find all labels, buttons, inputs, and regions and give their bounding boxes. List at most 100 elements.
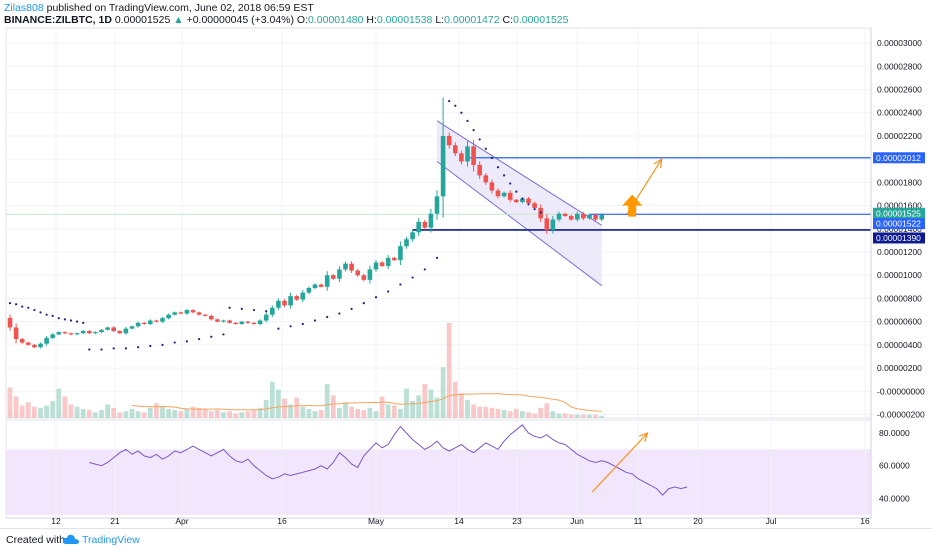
x-tick-label: Apr	[175, 516, 188, 526]
volume-bar	[141, 412, 147, 418]
sar-dot	[350, 307, 353, 310]
sar-dot	[472, 129, 475, 132]
candle	[202, 313, 208, 317]
volume-bar	[556, 413, 562, 418]
volume-bar	[532, 413, 537, 418]
main-pane[interactable]	[5, 27, 872, 419]
x-tick-label: 20	[693, 516, 703, 526]
volume-bar	[477, 406, 483, 418]
candle	[599, 213, 604, 222]
volume-bar	[440, 367, 446, 418]
sar-dot	[362, 301, 365, 305]
candle	[373, 260, 379, 272]
candle-body	[495, 190, 501, 197]
candle	[593, 213, 598, 222]
candle-body	[123, 328, 129, 334]
volume-bar	[294, 397, 300, 418]
rsi-tick-label: 40.0000	[879, 493, 910, 503]
volume-bar	[32, 406, 37, 418]
candle-body	[312, 284, 318, 288]
sar-dot	[313, 319, 317, 322]
volume-bar	[56, 388, 62, 418]
x-tick-label: Jun	[570, 516, 584, 526]
candle	[178, 311, 184, 315]
volume-bar	[507, 411, 513, 418]
candle	[318, 283, 324, 288]
volume-bar	[184, 408, 190, 418]
candle-body	[221, 320, 226, 322]
candle	[56, 331, 62, 336]
candle-body	[465, 146, 470, 162]
author-link[interactable]: Zilas808	[4, 2, 44, 14]
candle	[568, 214, 574, 221]
candle-body	[428, 213, 434, 228]
candle	[263, 312, 269, 323]
sar-dot	[484, 147, 487, 150]
sar-dot	[76, 320, 79, 323]
symbol-name[interactable]: BINANCE:ZILBTC, 1D	[4, 14, 112, 26]
candle-body	[209, 315, 214, 320]
volume-bar	[105, 404, 110, 418]
sar-dot	[466, 119, 469, 122]
candle-body	[355, 270, 360, 276]
y-tick-label: 0.00002600	[877, 85, 922, 95]
volume-bar	[422, 384, 428, 418]
candle-body	[105, 327, 110, 330]
volume-bar	[19, 405, 25, 418]
y-tick-label: 0.00002800	[877, 61, 922, 71]
volume-bar	[233, 413, 239, 418]
candle	[343, 261, 348, 272]
candle-body	[483, 175, 489, 183]
volume-bar	[221, 412, 226, 418]
volume-bar	[257, 407, 263, 418]
candle	[294, 294, 299, 301]
volume-bar	[513, 408, 519, 418]
volume-ma-line	[131, 393, 602, 412]
volume-bar	[471, 404, 476, 418]
candle	[440, 97, 446, 218]
volume-bar	[410, 401, 415, 418]
volume-bar	[361, 410, 367, 418]
candle	[349, 261, 354, 274]
tradingview-brand[interactable]: TradingView	[82, 534, 140, 546]
candle	[148, 319, 153, 326]
candle-body	[56, 332, 62, 335]
candle	[422, 219, 428, 230]
candle-body	[202, 314, 208, 316]
volume-bar	[227, 411, 232, 418]
candle-body	[26, 342, 31, 345]
candle	[562, 212, 568, 217]
candle	[276, 298, 281, 311]
volume-bar	[288, 404, 293, 418]
volume-bar	[428, 389, 434, 418]
candle	[367, 265, 373, 284]
volume-bar	[68, 404, 74, 418]
candle-body	[196, 312, 202, 315]
candle	[196, 311, 202, 316]
volume-bar	[202, 408, 208, 418]
candle	[587, 213, 592, 220]
rsi-band	[6, 449, 871, 515]
volume-bar	[50, 401, 56, 418]
x-tick-label: May	[368, 516, 385, 526]
candle	[337, 266, 342, 282]
chart-canvas[interactable]: 0.00003000 0.00002800 0.00002600 0.00002400…	[0, 0, 932, 528]
candle	[306, 286, 312, 295]
sar-dot	[490, 156, 493, 160]
candle	[245, 320, 251, 324]
sar-dot	[454, 104, 457, 107]
candle-body	[227, 320, 232, 323]
candle	[99, 328, 104, 333]
candle	[221, 319, 226, 323]
candle-body	[544, 218, 550, 230]
candle	[379, 261, 385, 268]
candle	[141, 322, 147, 325]
candle-body	[62, 332, 68, 334]
x-tick-label: 14	[454, 516, 464, 526]
price-label-text: 0.00001522	[876, 219, 921, 229]
volume-bar	[99, 410, 104, 418]
candle	[324, 271, 330, 291]
volume-bar	[239, 412, 245, 418]
sar-dot	[509, 182, 512, 185]
candle	[62, 331, 68, 335]
